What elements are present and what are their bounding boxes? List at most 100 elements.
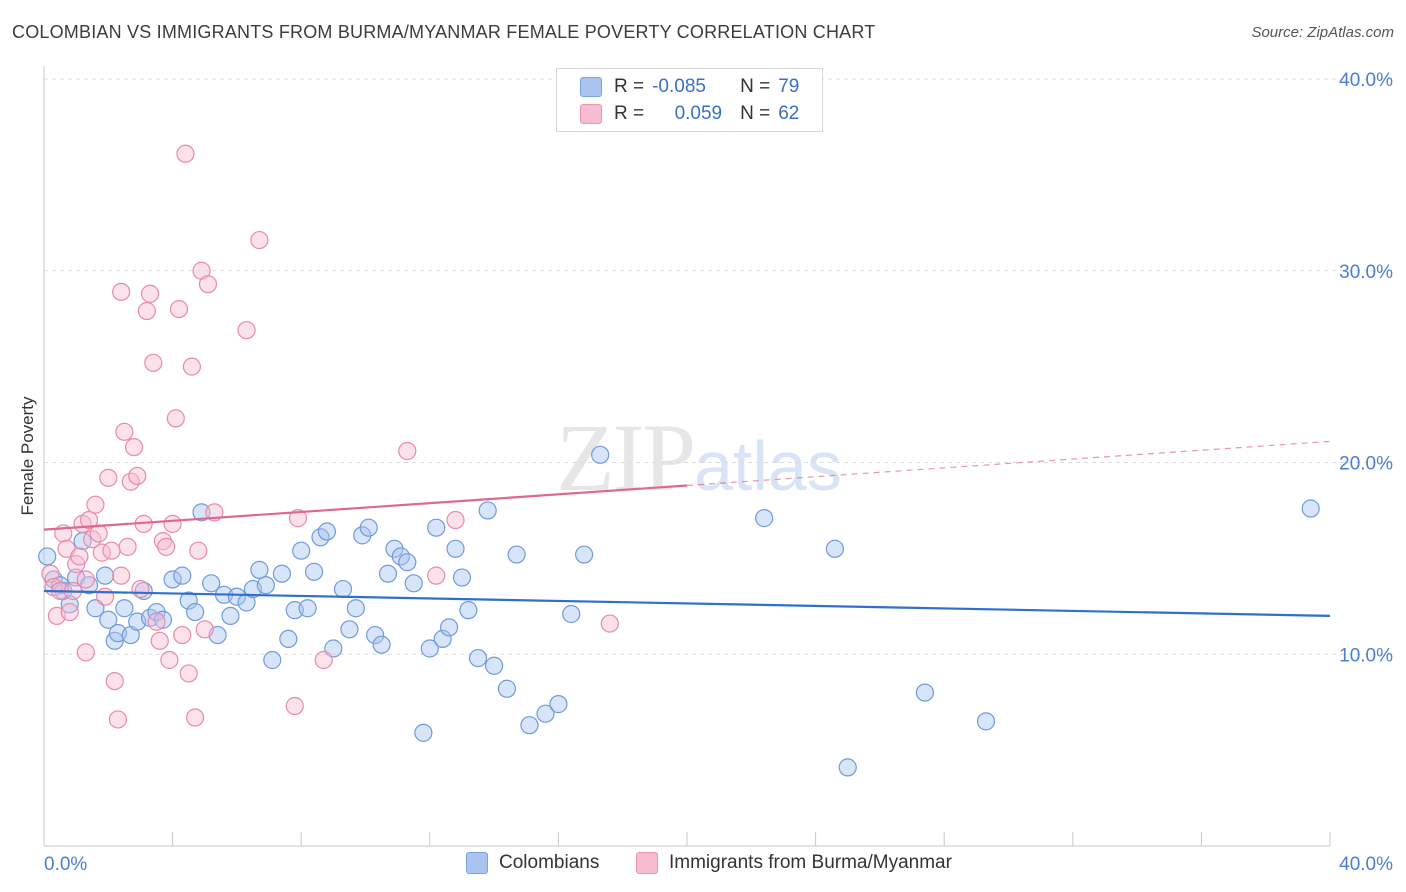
data-point xyxy=(250,560,269,579)
data-point xyxy=(272,564,292,583)
stats-r-label: R = xyxy=(614,103,645,124)
data-point xyxy=(150,631,169,650)
data-point xyxy=(250,230,269,250)
data-point xyxy=(118,537,137,556)
data-point xyxy=(915,683,935,702)
y-tick-label: 10.0% xyxy=(1339,645,1393,666)
data-point xyxy=(755,509,774,528)
stats-n-label: N = xyxy=(740,103,771,124)
data-point xyxy=(279,629,298,649)
legend-item-burma[interactable]: Immigrants from Burma/Myanmar xyxy=(636,852,952,874)
stats-r-value: -0.085 xyxy=(652,76,706,97)
legend: Colombians Immigrants from Burma/Myanmar xyxy=(0,852,1406,878)
stats-n-value: 62 xyxy=(778,103,800,124)
y-tick-label: 20.0% xyxy=(1339,454,1393,475)
data-point xyxy=(153,532,173,551)
data-point xyxy=(79,510,99,530)
data-point xyxy=(163,570,182,589)
data-point xyxy=(398,441,417,461)
data-point xyxy=(182,357,201,376)
stats-box: R = -0.085 N = 79 R = 0.059 N = 62 xyxy=(556,68,823,132)
legend-swatch-colombians xyxy=(466,852,488,874)
data-point xyxy=(520,716,539,735)
data-point xyxy=(99,468,118,487)
data-point xyxy=(115,599,134,618)
data-point xyxy=(478,501,497,520)
x-tick-label: 40.0% xyxy=(1339,854,1393,875)
data-point xyxy=(549,695,568,714)
data-point xyxy=(591,445,610,464)
stats-r-value: 0.059 xyxy=(674,103,723,124)
data-point xyxy=(108,710,128,729)
data-point xyxy=(446,539,465,558)
data-point xyxy=(600,614,619,633)
data-point xyxy=(263,650,282,670)
data-point xyxy=(153,610,173,629)
data-point xyxy=(76,643,95,662)
data-point xyxy=(112,282,131,301)
data-point xyxy=(102,541,121,560)
data-point xyxy=(317,522,337,541)
data-point xyxy=(288,509,308,528)
data-point xyxy=(485,656,504,675)
source-label: Source: ZipAtlas.com xyxy=(1251,24,1394,41)
grid-lines xyxy=(44,78,1392,655)
data-point xyxy=(292,541,311,560)
y-tick-label: 40.0% xyxy=(1339,70,1393,91)
data-point xyxy=(131,579,150,599)
data-point xyxy=(359,518,378,537)
data-point xyxy=(366,625,385,645)
chart-title: COLOMBIAN VS IMMIGRANTS FROM BURMA/MYANM… xyxy=(12,22,876,42)
data-point xyxy=(333,579,353,599)
data-point xyxy=(95,566,115,585)
legend-label: Colombians xyxy=(499,852,600,873)
tick-labels: 10.0% 20.0% 30.0% 40.0% 0.0% 40.0% xyxy=(44,70,1393,875)
data-point xyxy=(497,679,517,698)
data-point xyxy=(89,524,108,543)
data-point xyxy=(439,618,459,637)
data-point xyxy=(459,601,478,620)
stats-swatch-burma xyxy=(580,104,602,124)
data-point xyxy=(86,495,105,514)
data-point xyxy=(157,537,176,556)
data-point xyxy=(536,704,555,723)
stats-n-label: N = xyxy=(740,76,771,97)
data-point xyxy=(446,510,465,530)
data-point xyxy=(227,587,246,606)
stats-row-burma: R = 0.059 N = 62 xyxy=(580,103,800,125)
stats-row-colombians: R = -0.085 N = 79 xyxy=(580,76,799,98)
data-point xyxy=(285,696,304,716)
data-point xyxy=(378,564,398,583)
data-point xyxy=(298,599,317,618)
data-point xyxy=(186,602,205,622)
data-point xyxy=(173,625,192,645)
data-point xyxy=(112,566,131,585)
data-point xyxy=(198,275,218,294)
data-point xyxy=(427,566,446,585)
data-point xyxy=(427,518,446,537)
data-point xyxy=(304,562,324,581)
data-point xyxy=(173,566,192,585)
data-point xyxy=(420,639,439,658)
data-point xyxy=(60,595,79,614)
series-colombians xyxy=(38,445,1320,777)
data-point xyxy=(1301,499,1320,518)
data-point xyxy=(60,602,79,622)
data-point xyxy=(256,576,275,595)
data-point xyxy=(314,650,333,670)
data-point xyxy=(140,284,160,303)
x-tick-label: 0.0% xyxy=(44,854,87,875)
data-point xyxy=(38,547,57,566)
data-point xyxy=(179,591,198,610)
axes xyxy=(43,66,1331,847)
data-point xyxy=(346,599,365,618)
legend-item-colombians[interactable]: Colombians xyxy=(466,852,599,874)
data-point xyxy=(221,606,240,626)
data-point xyxy=(186,708,205,727)
data-point xyxy=(70,547,89,566)
stats-r-label: R = xyxy=(614,76,645,97)
data-point xyxy=(192,503,211,522)
data-point xyxy=(166,409,185,428)
y-tick-label: 30.0% xyxy=(1339,262,1393,283)
